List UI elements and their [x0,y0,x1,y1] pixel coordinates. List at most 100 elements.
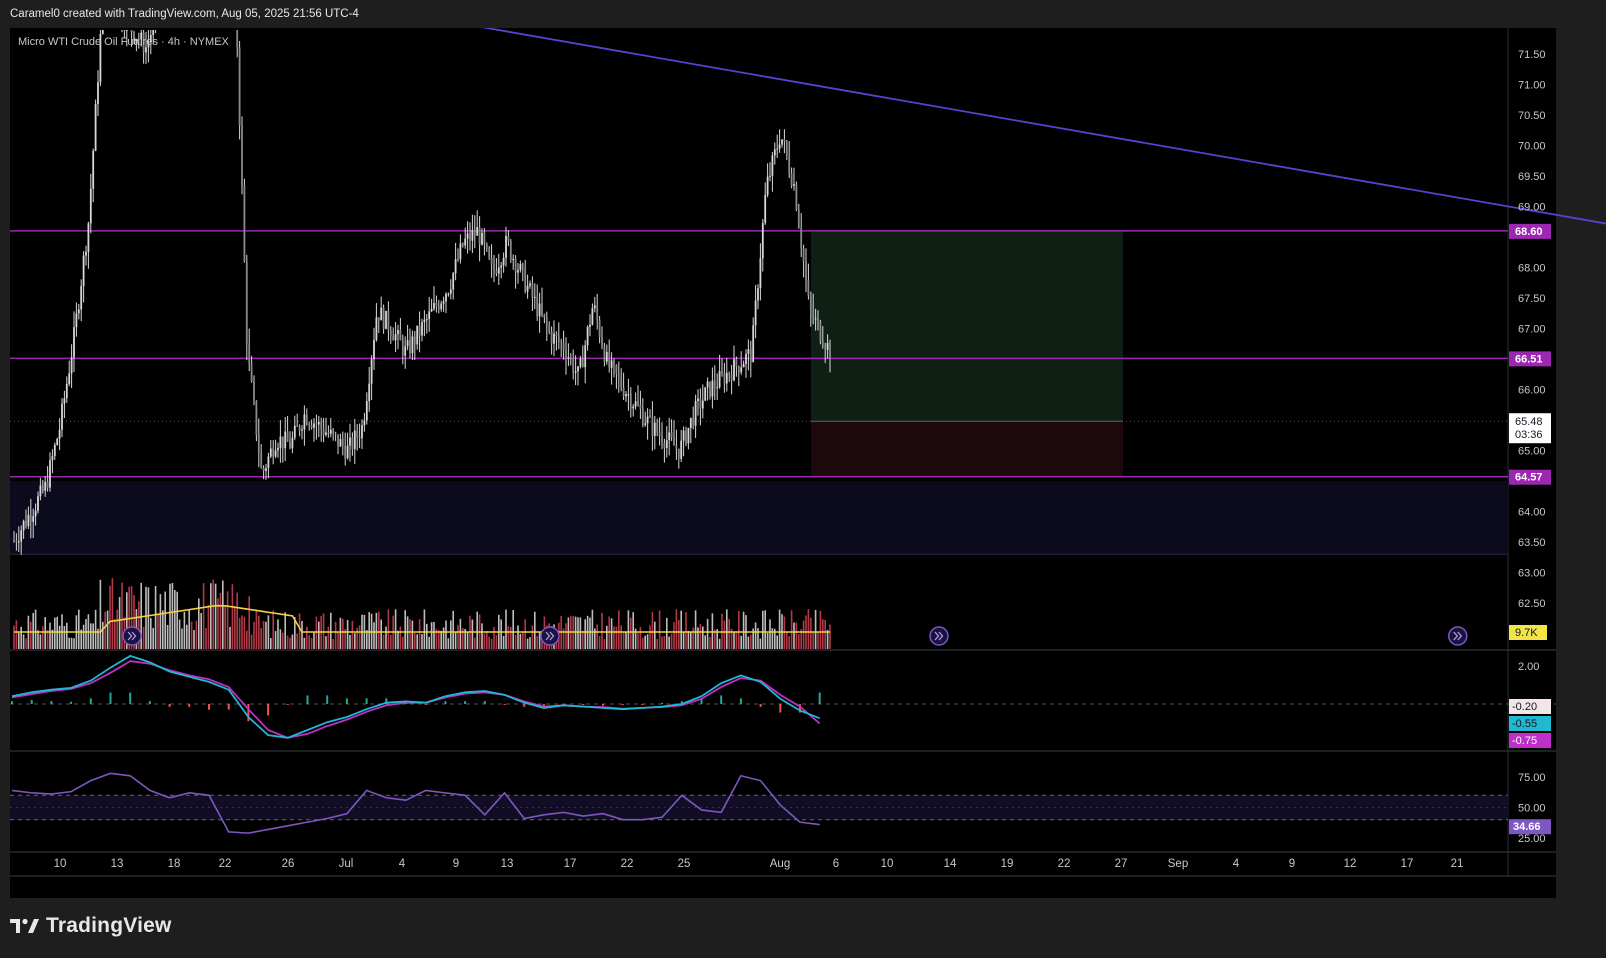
candle-body [25,520,27,526]
candle-body [478,227,481,245]
candle-body [77,309,80,314]
volume-bar [646,634,649,649]
volume-bar [303,637,306,649]
volume-bar [356,627,358,649]
volume-bar [603,638,606,649]
candle-body [44,481,47,491]
candle-body [433,303,435,309]
tradingview-logo[interactable]: TradingView [10,914,172,938]
volume-bar [795,622,798,649]
macd-histogram-bar [641,704,644,705]
volume-bar [286,635,289,649]
candle-body [617,373,620,378]
macd-histogram-bar [818,692,821,704]
candle-body [699,398,702,409]
volume-bar [397,630,399,649]
candle-body [593,305,596,309]
volume-bar [562,628,565,649]
volume-bar [339,617,342,649]
volume-bar [752,628,754,649]
volume-bar [246,630,248,649]
volume-bar [685,612,687,649]
macd-histogram-bar [50,701,53,704]
candle-body [797,209,800,228]
macd-histogram-bar [385,698,388,704]
volume-bar [351,620,354,649]
candle-body [70,357,73,374]
volume-bar [219,592,222,649]
candle-body [651,416,654,436]
candle-body [344,445,347,459]
volume-bar [222,580,224,649]
candle-body [543,314,546,318]
volume-bar [481,623,483,649]
volume-bar [594,628,596,649]
candle-body [737,366,740,373]
volume-bar [661,636,663,649]
candle-body [301,429,303,431]
candle-body [685,430,687,444]
candle-body [529,283,531,286]
candle-body [577,366,579,372]
volume-bar [198,598,200,649]
price-tick-label: 67.00 [1518,324,1546,336]
candle-body [361,425,363,439]
volume-bar [236,592,238,649]
candle-body [788,155,791,174]
volume-bar [183,611,186,649]
volume-bar [394,609,397,649]
volume-bar [238,617,241,649]
volume-bar [728,618,730,649]
candle-body [706,381,709,388]
macd-histogram-bar [345,698,348,704]
volume-bar [814,609,817,649]
candle-body [718,371,721,388]
candle-body [262,467,265,471]
candle-body [675,445,678,449]
symbol-label[interactable]: Micro WTI Crude Oil Futures · 4h · NYMEX [18,36,229,48]
level-label-box [1509,351,1551,367]
volume-bar [531,625,534,649]
macd-histogram-bar [286,704,289,705]
volume-bar [591,609,594,649]
candle-body [332,429,335,433]
volume-bar [332,639,334,649]
macd-histogram-bar [168,704,171,707]
candle-body [325,432,327,435]
rsi-line [11,772,820,834]
volume-bar [92,623,94,649]
candle-body [85,251,87,256]
volume-bar [730,628,733,649]
volume-bar [346,620,349,649]
candle-body [15,540,18,542]
volume-bar [63,626,66,649]
candle-body [476,227,479,236]
chart-canvas[interactable]: 71.50 71.00 70.50 70.00 69.50 69.00 68.00 67.50… [0,28,1606,898]
macd-histogram-bar [582,704,585,705]
volume-bar [519,633,522,649]
volume-bar [776,635,778,649]
volume-bar [30,621,32,649]
volume-bar [13,625,15,649]
candle-body [493,264,495,271]
volume-bar [733,632,735,649]
candle-body [646,416,649,424]
candle-body [557,335,560,342]
macd-value-label: -0.75 [1512,735,1537,747]
candle-body [22,520,25,531]
candle-body [452,273,455,290]
volume-bar [709,636,711,649]
volume-bar [205,628,207,649]
volume-bar [500,619,502,649]
volume-bar [262,621,265,649]
volume-bar [651,612,654,649]
volume-bar [349,634,351,649]
candle-body [397,330,399,335]
volume-bar [536,635,538,649]
price-tick-label: 66.00 [1518,385,1546,397]
volume-bar [193,630,195,649]
price-tick-label: 69.50 [1518,171,1546,183]
candle-body [334,432,337,435]
price-tick-label: 70.00 [1518,141,1546,153]
volume-bar [78,609,80,649]
